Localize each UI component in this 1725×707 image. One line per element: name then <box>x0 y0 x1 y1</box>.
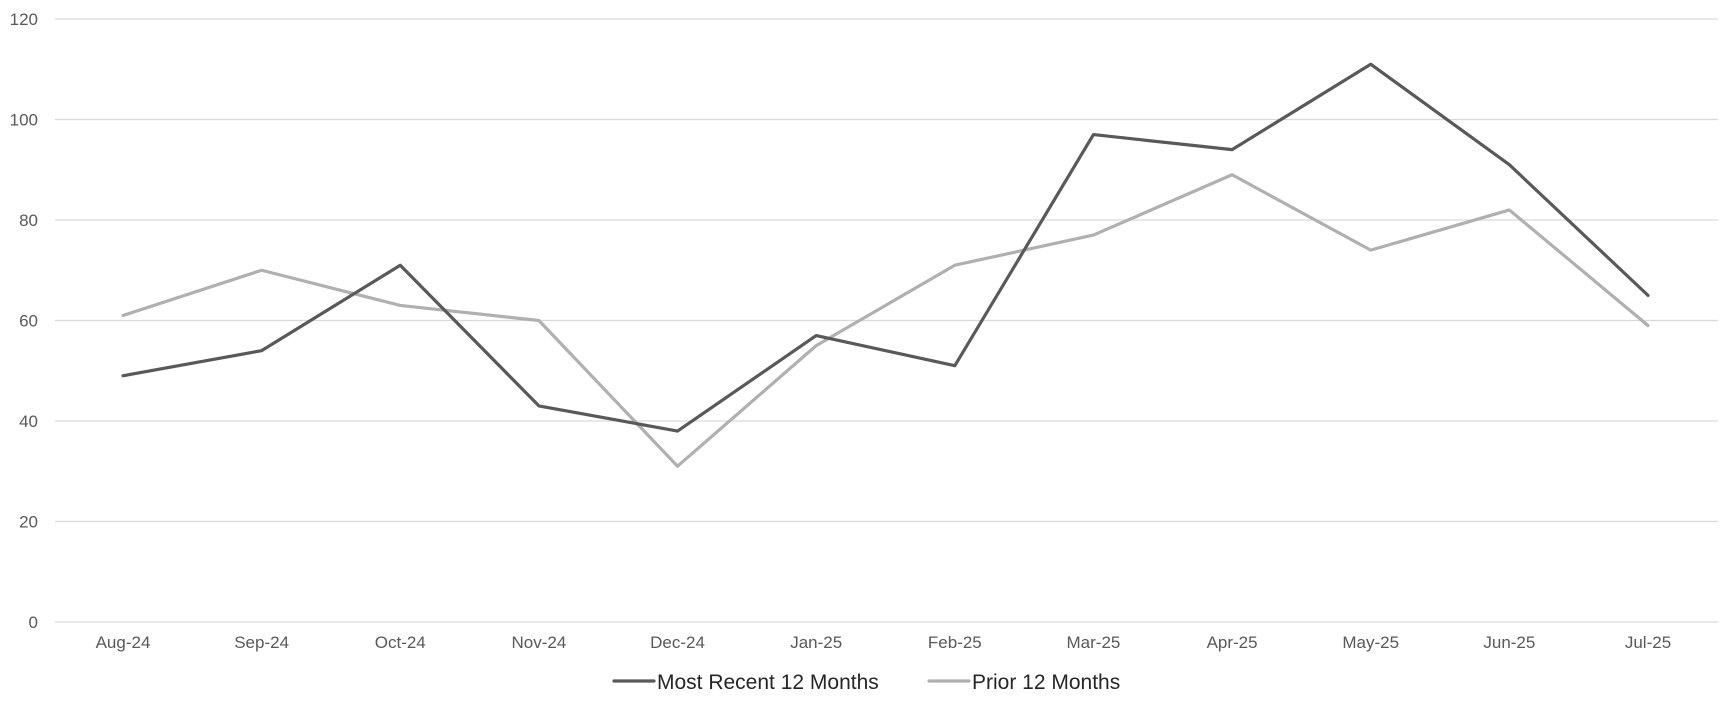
y-tick-label: 80 <box>19 211 38 230</box>
y-tick-label: 100 <box>10 111 38 130</box>
y-tick-label: 60 <box>19 312 38 331</box>
x-tick-label: Jun-25 <box>1483 633 1535 652</box>
y-tick-label: 0 <box>29 613 38 632</box>
x-tick-label: Oct-24 <box>375 633 426 652</box>
legend: Most Recent 12 Months Prior 12 Months <box>612 671 1120 694</box>
gridlines <box>55 18 1718 623</box>
x-tick-label: Dec-24 <box>650 633 705 652</box>
x-tick-label: May-25 <box>1342 633 1399 652</box>
x-tick-label: Sep-24 <box>234 633 289 652</box>
series-lines <box>121 62 1650 468</box>
x-tick-label: Jul-25 <box>1625 633 1671 652</box>
y-tick-label: 120 <box>10 10 38 29</box>
y-tick-label: 20 <box>19 513 38 532</box>
x-tick-label: Jan-25 <box>790 633 842 652</box>
series-line-most-recent-12-months <box>121 62 1650 433</box>
x-tick-label: Feb-25 <box>928 633 982 652</box>
x-tick-label: Apr-25 <box>1207 633 1258 652</box>
series-line-prior-12-months <box>121 173 1650 468</box>
legend-label: Prior 12 Months <box>972 671 1120 694</box>
x-axis: Aug-24 Sep-24 Oct-24 Nov-24 Dec-24 Jan-25 Feb-… <box>96 633 1672 652</box>
x-tick-label: Aug-24 <box>96 633 151 652</box>
legend-label: Most Recent 12 Months <box>657 671 879 694</box>
x-tick-label: Mar-25 <box>1067 633 1121 652</box>
x-tick-label: Nov-24 <box>512 633 567 652</box>
y-tick-label: 40 <box>19 412 38 431</box>
y-axis: 0 20 40 60 80 100 120 <box>10 10 38 632</box>
